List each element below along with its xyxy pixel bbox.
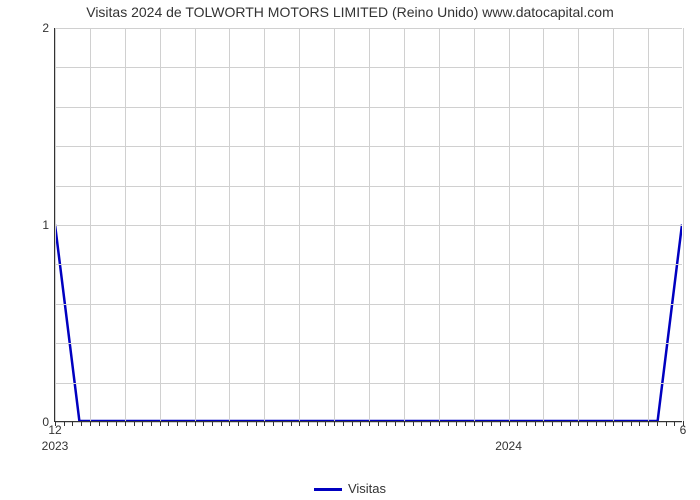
- gridline-vertical: [404, 28, 405, 421]
- legend-swatch: [314, 488, 342, 491]
- gridline-vertical: [264, 28, 265, 421]
- gridline-vertical: [90, 28, 91, 421]
- gridline-vertical: [229, 28, 230, 421]
- x-minor-tick: [325, 421, 326, 426]
- x-minor-tick: [134, 421, 135, 426]
- x-minor-tick: [605, 421, 606, 426]
- x-minor-tick: [238, 421, 239, 426]
- gridline-vertical: [160, 28, 161, 421]
- x-minor-tick: [369, 421, 370, 426]
- x-minor-tick: [299, 421, 300, 426]
- x-minor-tick: [81, 421, 82, 426]
- x-minor-tick: [639, 421, 640, 426]
- legend: Visitas: [0, 481, 700, 496]
- x-secondary-label: 2024: [495, 421, 522, 453]
- x-minor-tick: [456, 421, 457, 426]
- x-minor-tick: [666, 421, 667, 426]
- x-minor-tick: [221, 421, 222, 426]
- x-minor-tick: [107, 421, 108, 426]
- x-minor-tick: [99, 421, 100, 426]
- gridline-vertical: [509, 28, 510, 421]
- x-minor-tick: [247, 421, 248, 426]
- gridline-vertical: [195, 28, 196, 421]
- x-minor-tick: [116, 421, 117, 426]
- legend-label: Visitas: [348, 481, 386, 496]
- x-minor-tick: [474, 421, 475, 426]
- gridline-vertical: [648, 28, 649, 421]
- x-minor-tick: [491, 421, 492, 426]
- x-minor-tick: [151, 421, 152, 426]
- gridline-vertical: [578, 28, 579, 421]
- gridline-vertical: [299, 28, 300, 421]
- x-minor-tick: [535, 421, 536, 426]
- x-minor-tick: [413, 421, 414, 426]
- x-minor-tick: [596, 421, 597, 426]
- x-minor-tick: [439, 421, 440, 426]
- x-minor-tick: [264, 421, 265, 426]
- x-minor-tick: [561, 421, 562, 426]
- gridline-vertical: [613, 28, 614, 421]
- gridline-vertical: [55, 28, 56, 421]
- x-minor-tick: [195, 421, 196, 426]
- x-minor-tick: [90, 421, 91, 426]
- x-minor-tick: [343, 421, 344, 426]
- x-minor-tick: [631, 421, 632, 426]
- x-minor-tick: [186, 421, 187, 426]
- x-minor-tick: [317, 421, 318, 426]
- gridline-vertical: [683, 28, 684, 421]
- x-secondary-label: 2023: [42, 421, 69, 453]
- chart-container: Visitas 2024 de TOLWORTH MOTORS LIMITED …: [0, 0, 700, 500]
- x-minor-tick: [142, 421, 143, 426]
- gridline-vertical: [369, 28, 370, 421]
- x-minor-tick: [386, 421, 387, 426]
- plot-area: 01212620232024: [54, 28, 682, 422]
- x-minor-tick: [360, 421, 361, 426]
- gridline-vertical: [125, 28, 126, 421]
- gridline-vertical: [334, 28, 335, 421]
- x-minor-tick: [421, 421, 422, 426]
- x-minor-tick: [395, 421, 396, 426]
- x-minor-tick: [273, 421, 274, 426]
- x-minor-tick: [378, 421, 379, 426]
- x-minor-tick: [657, 421, 658, 426]
- x-minor-tick: [526, 421, 527, 426]
- x-minor-tick: [465, 421, 466, 426]
- x-minor-tick: [352, 421, 353, 426]
- gridline-vertical: [474, 28, 475, 421]
- x-minor-tick: [674, 421, 675, 426]
- x-minor-tick: [482, 421, 483, 426]
- x-minor-tick: [168, 421, 169, 426]
- x-minor-tick: [160, 421, 161, 426]
- x-tick-label: 6: [680, 421, 687, 437]
- x-minor-tick: [256, 421, 257, 426]
- x-minor-tick: [203, 421, 204, 426]
- x-minor-tick: [430, 421, 431, 426]
- x-minor-tick: [552, 421, 553, 426]
- x-minor-tick: [613, 421, 614, 426]
- x-minor-tick: [72, 421, 73, 426]
- x-minor-tick: [308, 421, 309, 426]
- x-minor-tick: [648, 421, 649, 426]
- x-minor-tick: [578, 421, 579, 426]
- x-minor-tick: [587, 421, 588, 426]
- x-minor-tick: [177, 421, 178, 426]
- x-minor-tick: [125, 421, 126, 426]
- x-minor-tick: [212, 421, 213, 426]
- gridline-vertical: [439, 28, 440, 421]
- x-minor-tick: [543, 421, 544, 426]
- y-tick-label: 1: [42, 218, 55, 232]
- x-minor-tick: [622, 421, 623, 426]
- y-tick-label: 2: [42, 21, 55, 35]
- x-minor-tick: [404, 421, 405, 426]
- chart-title: Visitas 2024 de TOLWORTH MOTORS LIMITED …: [0, 4, 700, 20]
- x-minor-tick: [334, 421, 335, 426]
- x-minor-tick: [229, 421, 230, 426]
- gridline-vertical: [543, 28, 544, 421]
- x-minor-tick: [282, 421, 283, 426]
- x-minor-tick: [448, 421, 449, 426]
- x-minor-tick: [570, 421, 571, 426]
- x-minor-tick: [291, 421, 292, 426]
